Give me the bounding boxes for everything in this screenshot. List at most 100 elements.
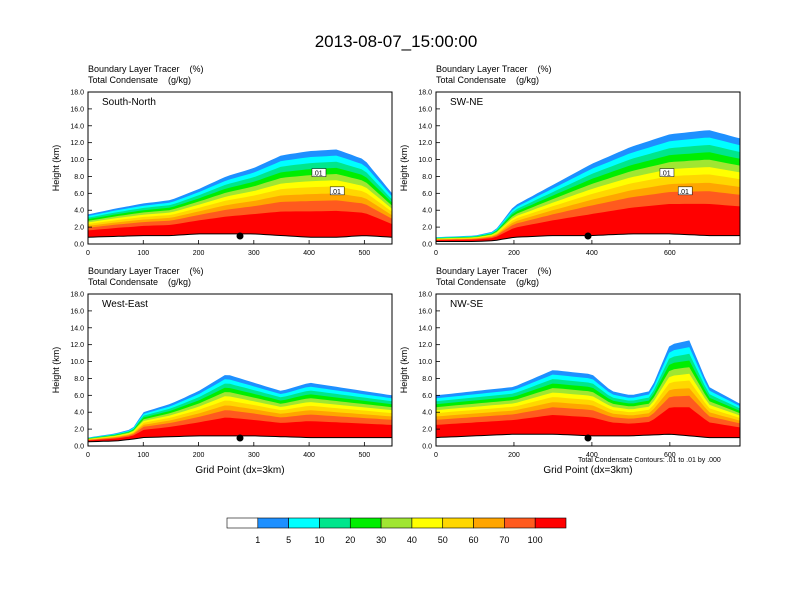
x-tick-label: 200 bbox=[508, 452, 520, 459]
contour-label: .01 bbox=[661, 171, 671, 178]
condensate-caption: Total Condensate (g/kg) bbox=[436, 75, 540, 85]
y-tick-label: 8.0 bbox=[74, 174, 84, 181]
colorbar-swatch bbox=[504, 517, 536, 529]
tracer-band bbox=[436, 407, 740, 438]
contour-note: Total Condensate Contours: .01 to .01 by… bbox=[578, 457, 721, 464]
contour-label-box bbox=[329, 186, 345, 196]
contour-label: .01 bbox=[679, 189, 689, 196]
y-tick-label: 14.0 bbox=[418, 325, 432, 332]
y-tick-label: 2.0 bbox=[422, 427, 432, 434]
colorbar-label: 50 bbox=[438, 535, 448, 545]
panel-nw-se: NW-SE 0.0 2.0 4.0 6.0 8.0 10.0 12.0 14.0 16.0 18.0… bbox=[399, 292, 741, 476]
x-tick-label: 100 bbox=[137, 250, 149, 257]
plot-area bbox=[436, 340, 740, 446]
plot-area bbox=[436, 130, 740, 244]
y-tick-label: 0.0 bbox=[422, 444, 432, 451]
colorbar-label: 30 bbox=[376, 535, 386, 545]
y-tick-label: 14.0 bbox=[70, 123, 84, 130]
tracer-band bbox=[88, 417, 392, 442]
colorbar-label: 1 bbox=[255, 535, 260, 545]
condensate-caption: Total Condensate (g/kg) bbox=[88, 75, 192, 85]
colorbar-label: 100 bbox=[528, 535, 543, 545]
contour-label-box bbox=[311, 168, 327, 177]
x-tick-label: 300 bbox=[248, 452, 260, 459]
colorbar-swatch bbox=[380, 517, 413, 529]
y-tick-label: 12.0 bbox=[418, 342, 432, 349]
y-tick-label: 8.0 bbox=[422, 376, 432, 383]
tracer-caption: Boundary Layer Tracer (%) bbox=[436, 266, 552, 276]
y-tick-label: 16.0 bbox=[70, 106, 84, 113]
colorbar-swatch bbox=[442, 517, 474, 529]
plot-frame bbox=[435, 91, 741, 245]
y-tick-label: 0.0 bbox=[422, 242, 432, 249]
y-tick-label: 4.0 bbox=[422, 208, 432, 215]
y-tick-label: 4.0 bbox=[74, 410, 84, 417]
y-tick-label: 12.0 bbox=[70, 342, 84, 349]
x-tick-label: 0 bbox=[434, 452, 438, 459]
colorbar-swatch bbox=[226, 517, 259, 529]
y-tick-label: 18.0 bbox=[418, 90, 432, 97]
x-tick-label: 200 bbox=[193, 250, 205, 257]
plot-frame bbox=[87, 91, 393, 245]
panel-label: West-East bbox=[102, 299, 148, 310]
y-axis-label: Height (km) bbox=[399, 347, 409, 394]
location-marker bbox=[584, 434, 592, 442]
x-tick-label: 0 bbox=[434, 250, 438, 257]
location-marker bbox=[236, 434, 244, 442]
condensate-caption: Total Condensate (g/kg) bbox=[436, 277, 540, 287]
colorbar-label: 70 bbox=[499, 535, 509, 545]
panel-label: South-North bbox=[102, 97, 156, 108]
panel-header-south-north: Boundary Layer Tracer (%) Total Condensa… bbox=[88, 64, 204, 86]
x-tick-label: 400 bbox=[303, 250, 315, 257]
x-axis-label: Grid Point (dx=3km) bbox=[195, 465, 284, 476]
condensate-caption: Total Condensate (g/kg) bbox=[88, 277, 192, 287]
colorbar-swatch bbox=[411, 517, 444, 529]
panel-sw-ne: SW-NE .01 .01 0.0 2.0 4.0 6.0 8.0 10.0 12.0 14.0 16… bbox=[399, 90, 741, 257]
y-axis-label: Height (km) bbox=[51, 145, 61, 192]
plot-area bbox=[88, 149, 392, 244]
x-tick-label: 500 bbox=[359, 250, 371, 257]
contour-label: .01 bbox=[313, 171, 323, 178]
y-tick-label: 10.0 bbox=[418, 359, 432, 366]
y-tick-label: 6.0 bbox=[422, 191, 432, 198]
contour-label-box bbox=[659, 168, 675, 177]
colorbar-label: 20 bbox=[345, 535, 355, 545]
y-tick-label: 6.0 bbox=[422, 393, 432, 400]
y-tick-label: 0.0 bbox=[74, 242, 84, 249]
page-title: 2013-08-07_15:00:00 bbox=[314, 32, 478, 51]
y-tick-label: 18.0 bbox=[70, 292, 84, 299]
colorbar-swatch bbox=[534, 517, 567, 529]
x-tick-label: 300 bbox=[248, 250, 260, 257]
y-tick-label: 18.0 bbox=[70, 90, 84, 97]
y-tick-label: 16.0 bbox=[418, 308, 432, 315]
y-tick-label: 8.0 bbox=[74, 376, 84, 383]
x-tick-label: 200 bbox=[193, 452, 205, 459]
y-axis-label: Height (km) bbox=[399, 145, 409, 192]
panel-south-north: South-North .01 .01 0.0 2.0 4.0 6.0 8.0 10.0 12.0… bbox=[51, 90, 393, 257]
y-tick-label: 6.0 bbox=[74, 191, 84, 198]
panel-header-west-east: Boundary Layer Tracer (%) Total Condensa… bbox=[88, 266, 204, 288]
y-tick-label: 4.0 bbox=[74, 208, 84, 215]
colorbar-swatch bbox=[257, 517, 289, 529]
tracer-caption: Boundary Layer Tracer (%) bbox=[436, 64, 552, 74]
panel-header-sw-ne: Boundary Layer Tracer (%) Total Condensa… bbox=[436, 64, 552, 86]
y-tick-label: 12.0 bbox=[70, 140, 84, 147]
plot-frame bbox=[87, 293, 393, 447]
x-tick-label: 500 bbox=[359, 452, 371, 459]
panel-label: NW-SE bbox=[450, 299, 483, 310]
colorbar-label: 5 bbox=[286, 535, 291, 545]
y-axis-label: Height (km) bbox=[51, 347, 61, 394]
panel-west-east: West-East 0.0 2.0 4.0 6.0 8.0 10.0 12.0 14.0 16.0… bbox=[51, 292, 393, 476]
panel-label: SW-NE bbox=[450, 97, 483, 108]
x-tick-label: 200 bbox=[508, 250, 520, 257]
x-tick-label: 400 bbox=[303, 452, 315, 459]
y-tick-label: 16.0 bbox=[70, 308, 84, 315]
location-marker bbox=[584, 232, 592, 240]
panel-header-nw-se: Boundary Layer Tracer (%) Total Condensa… bbox=[436, 266, 552, 288]
y-tick-label: 10.0 bbox=[418, 157, 432, 164]
plot-area bbox=[88, 375, 392, 446]
colorbar-label: 10 bbox=[314, 535, 324, 545]
x-tick-label: 400 bbox=[586, 250, 598, 257]
